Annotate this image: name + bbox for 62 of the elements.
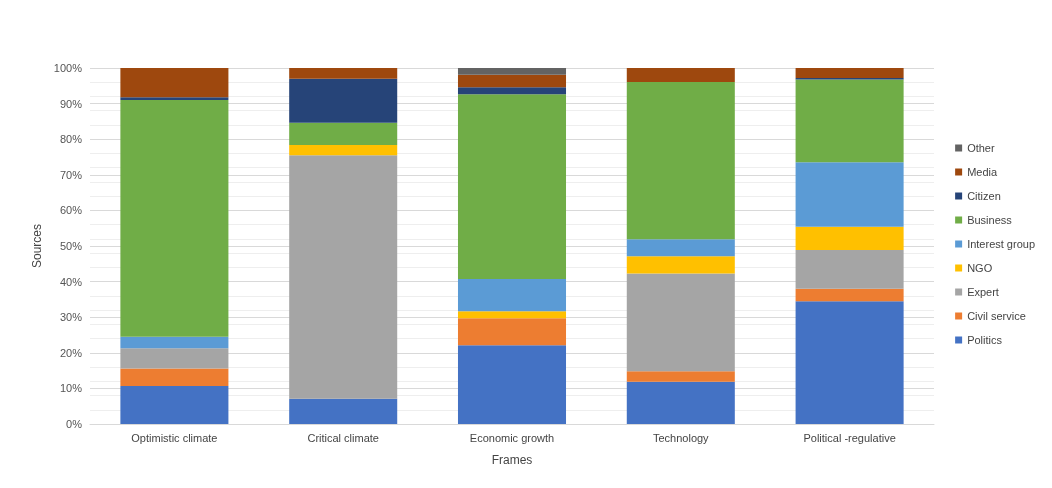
bar bbox=[120, 348, 229, 369]
bar bbox=[626, 81, 735, 240]
x-tick-label: Economic growth bbox=[469, 431, 555, 444]
bar bbox=[626, 371, 735, 382]
bar bbox=[289, 398, 398, 424]
bar bbox=[626, 381, 735, 424]
y-tick-label: 60% bbox=[59, 204, 83, 217]
bar bbox=[457, 311, 567, 319]
y-tick-label: 40% bbox=[59, 275, 83, 288]
bar bbox=[626, 273, 735, 372]
y-tick-label: 50% bbox=[59, 240, 83, 252]
y-tick-label: 100% bbox=[53, 62, 83, 74]
bar bbox=[795, 162, 904, 227]
y-tick-label: 90% bbox=[59, 97, 83, 110]
bar bbox=[120, 97, 229, 101]
bar bbox=[120, 368, 229, 386]
legend-label: Business bbox=[967, 214, 1013, 226]
bar bbox=[457, 68, 567, 75]
legend-label: Other bbox=[967, 142, 995, 154]
legend-label: Politics bbox=[967, 334, 1003, 346]
bar bbox=[120, 336, 229, 349]
legend-label: Civil service bbox=[967, 310, 1026, 322]
bar bbox=[795, 288, 904, 302]
bar bbox=[120, 68, 229, 98]
x-tick-label: Technology bbox=[652, 431, 710, 444]
bar bbox=[795, 301, 904, 424]
legend-label: NGO bbox=[967, 262, 993, 274]
y-axis-title: Sources bbox=[29, 223, 44, 269]
bar bbox=[457, 94, 567, 280]
bar bbox=[795, 79, 904, 163]
bar bbox=[120, 100, 229, 337]
bar bbox=[626, 239, 735, 257]
y-tick-label: 80% bbox=[59, 133, 83, 146]
bar bbox=[795, 68, 904, 78]
legend-label: Media bbox=[967, 166, 998, 178]
bar bbox=[626, 256, 735, 274]
x-tick-label: Political -regulative bbox=[803, 431, 896, 444]
bar bbox=[795, 249, 904, 289]
x-tick-label: Optimistic climate bbox=[131, 431, 218, 444]
y-tick-label: 0% bbox=[66, 418, 83, 430]
bar bbox=[457, 318, 567, 346]
bar bbox=[457, 74, 567, 88]
bar bbox=[289, 78, 398, 123]
bar bbox=[289, 122, 398, 145]
legend-label: Expert bbox=[967, 286, 999, 298]
bar bbox=[795, 226, 904, 250]
y-tick-label: 10% bbox=[59, 382, 83, 395]
y-tick-label: 70% bbox=[59, 168, 83, 181]
legend-label: Citizen bbox=[967, 190, 1001, 202]
legend-label: Interest group bbox=[967, 238, 1035, 250]
y-tick-label: 30% bbox=[59, 311, 83, 324]
bar bbox=[457, 87, 567, 95]
y-tick-label: 20% bbox=[59, 346, 83, 359]
bar bbox=[626, 68, 735, 82]
bar bbox=[289, 155, 398, 399]
bar bbox=[289, 68, 398, 79]
bar bbox=[457, 345, 567, 424]
bar bbox=[120, 385, 229, 424]
x-axis-title: Frames bbox=[491, 453, 533, 467]
bar bbox=[289, 144, 398, 156]
bar bbox=[457, 279, 567, 312]
x-tick-label: Critical climate bbox=[307, 431, 379, 444]
